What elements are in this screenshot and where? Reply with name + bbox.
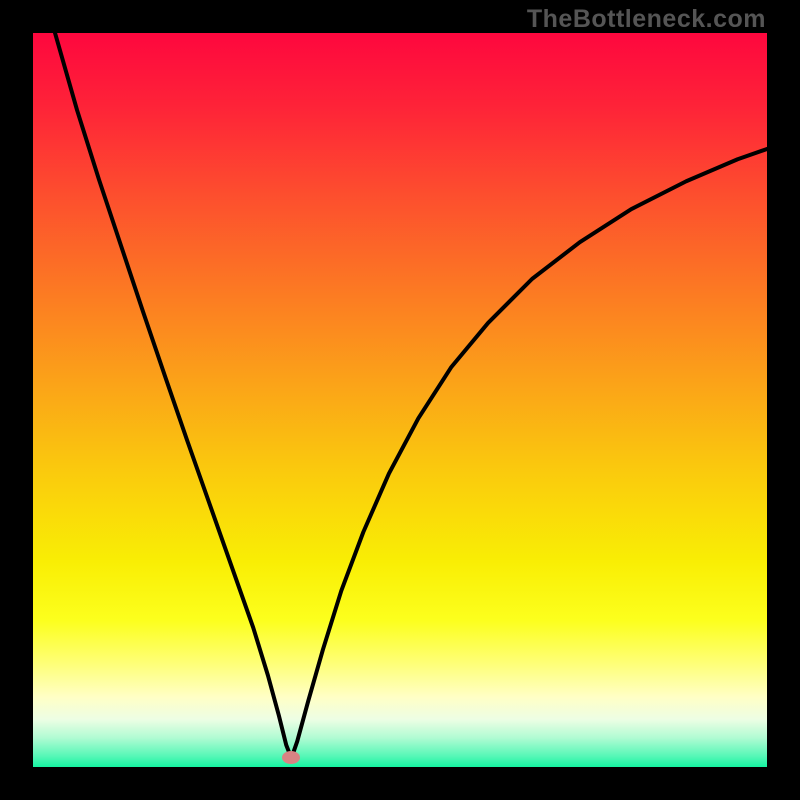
watermark-text: TheBottleneck.com: [527, 5, 766, 34]
chart-container: TheBottleneck.com: [0, 0, 800, 800]
plot-area: [33, 33, 767, 767]
bottleneck-curve: [33, 33, 767, 767]
